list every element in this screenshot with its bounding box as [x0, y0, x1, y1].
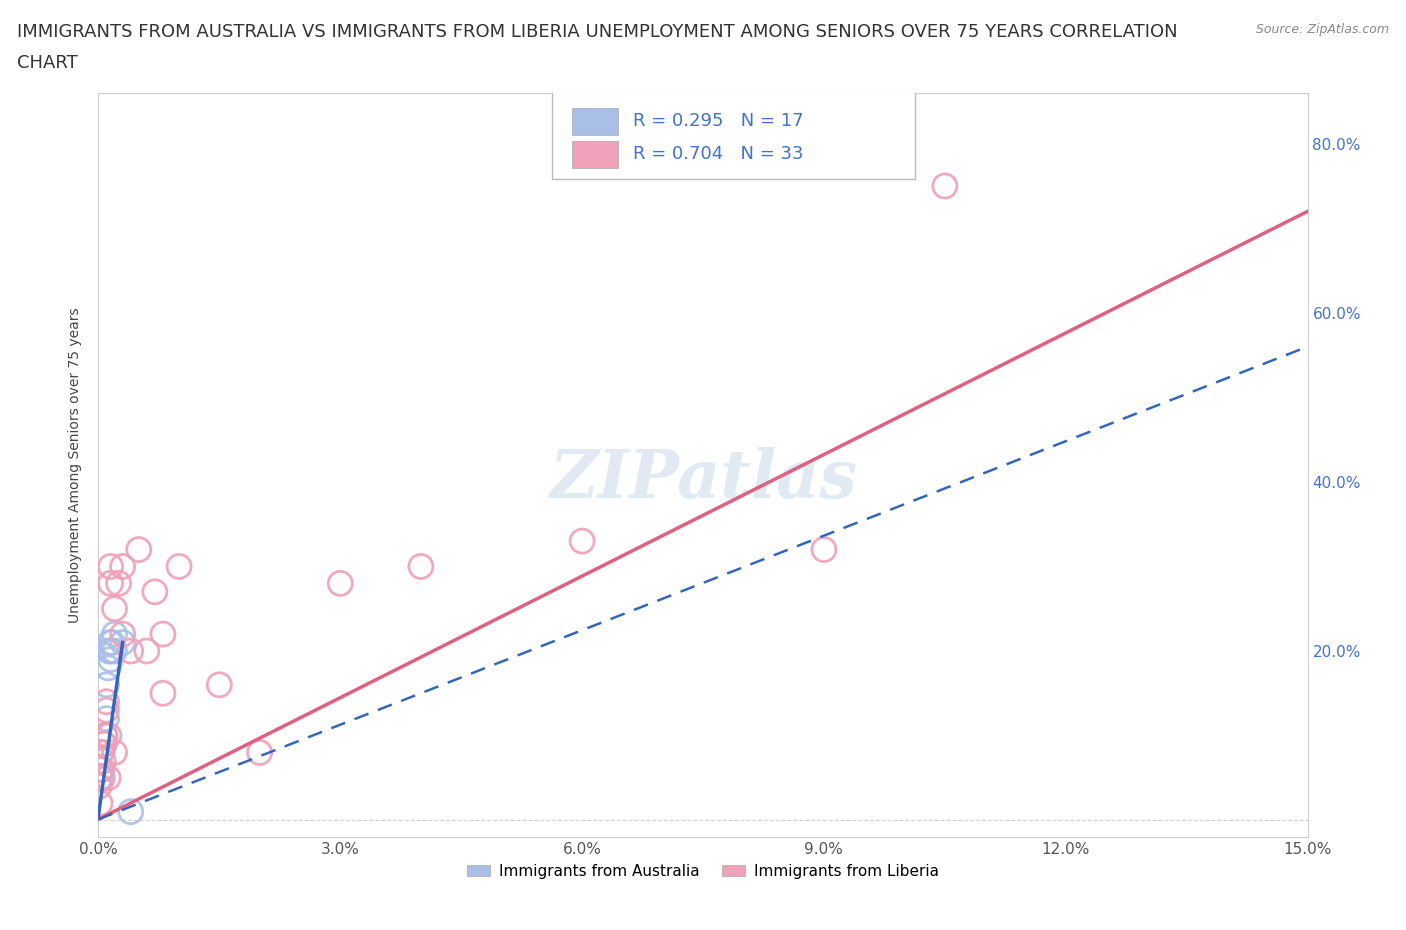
Text: CHART: CHART: [17, 54, 77, 72]
Legend: Immigrants from Australia, Immigrants from Liberia: Immigrants from Australia, Immigrants fr…: [461, 858, 945, 885]
Point: [98, 635, 121, 650]
Point: [94, 728, 117, 743]
Point: [100, 559, 122, 574]
Point: [91, 762, 114, 777]
Point: [97, 660, 120, 675]
Point: [152, 685, 174, 700]
Point: [97, 770, 120, 785]
Point: [111, 627, 134, 642]
Point: [96, 703, 118, 718]
FancyBboxPatch shape: [572, 141, 619, 167]
Point: [90, 745, 112, 760]
Point: [100, 652, 122, 667]
Point: [208, 677, 231, 692]
Text: IMMIGRANTS FROM AUSTRALIA VS IMMIGRANTS FROM LIBERIA UNEMPLOYMENT AMONG SENIORS : IMMIGRANTS FROM AUSTRALIA VS IMMIGRANTS …: [17, 23, 1177, 41]
Point: [89, 770, 111, 785]
Point: [111, 559, 134, 574]
Point: [167, 559, 190, 574]
Text: R = 0.704   N = 33: R = 0.704 N = 33: [633, 145, 803, 163]
Point: [93, 737, 115, 751]
Point: [100, 644, 122, 658]
FancyBboxPatch shape: [551, 89, 915, 179]
Point: [100, 576, 122, 591]
Point: [111, 635, 134, 650]
Point: [107, 576, 129, 591]
Point: [96, 695, 118, 710]
Point: [94, 728, 117, 743]
FancyBboxPatch shape: [572, 108, 619, 135]
Point: [934, 179, 956, 193]
Point: [96, 711, 118, 726]
Point: [97, 644, 120, 658]
Point: [101, 635, 124, 650]
Point: [103, 745, 125, 760]
Point: [135, 644, 157, 658]
Point: [89, 796, 111, 811]
Point: [143, 584, 166, 599]
Point: [90, 745, 112, 760]
Point: [89, 778, 111, 793]
Point: [91, 753, 114, 768]
Point: [152, 627, 174, 642]
Point: [93, 737, 115, 751]
Point: [128, 542, 150, 557]
Point: [103, 644, 125, 658]
Text: Source: ZipAtlas.com: Source: ZipAtlas.com: [1256, 23, 1389, 36]
Point: [97, 728, 120, 743]
Point: [329, 576, 352, 591]
Point: [571, 534, 593, 549]
Point: [96, 677, 118, 692]
Text: ZIPatlas: ZIPatlas: [550, 447, 856, 512]
Point: [120, 804, 142, 819]
Point: [103, 602, 125, 617]
Point: [813, 542, 835, 557]
Point: [103, 627, 125, 642]
Y-axis label: Unemployment Among Seniors over 75 years: Unemployment Among Seniors over 75 years: [69, 307, 83, 623]
Point: [91, 770, 114, 785]
Point: [90, 762, 112, 777]
Point: [409, 559, 432, 574]
Text: R = 0.295   N = 17: R = 0.295 N = 17: [633, 112, 803, 130]
Point: [249, 745, 271, 760]
Point: [120, 644, 142, 658]
